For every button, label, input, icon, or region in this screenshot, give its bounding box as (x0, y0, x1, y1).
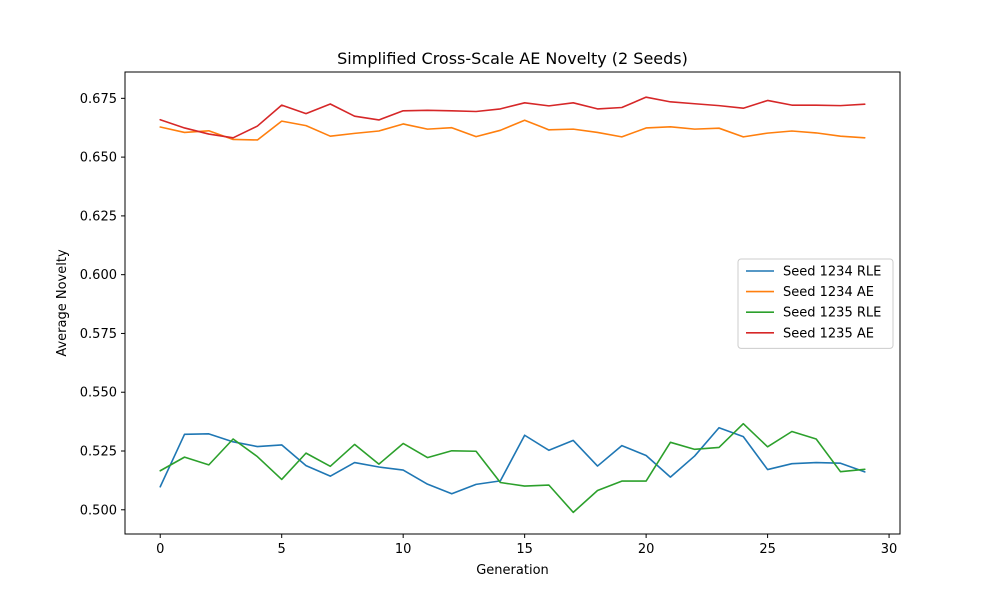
x-tick-label: 10 (395, 542, 412, 557)
legend-label: Seed 1234 AE (783, 285, 874, 300)
legend: Seed 1234 RLE Seed 1234 AE Seed 1235 RLE Se… (737, 258, 894, 349)
y-tick-label: 0.575 (80, 327, 117, 342)
plot-frame (124, 71, 901, 535)
x-tick-label: 30 (881, 542, 898, 557)
series-line-3 (159, 422, 866, 514)
y-axis-title: Average Novelty (55, 249, 70, 357)
axis-ticks: 0 5 10 15 20 25 30 0.500 0.525 0.550 0.575 0.600 0.6… (80, 92, 898, 557)
y-tick-label: 0.675 (80, 92, 117, 107)
legend-label: Seed 1235 AE (783, 326, 874, 341)
y-tick-label: 0.600 (80, 268, 117, 283)
y-tick-label: 0.525 (80, 445, 117, 460)
x-tick-label: 25 (759, 542, 776, 557)
x-tick-label: 0 (156, 542, 164, 557)
x-tick-label: 5 (278, 542, 286, 557)
legend-box (737, 258, 894, 349)
y-tick-label: 0.650 (80, 151, 117, 166)
x-axis-title: Generation (476, 563, 549, 578)
series-line-1 (159, 426, 866, 495)
chart-title: Simplified Cross-Scale AE Novelty (2 See… (337, 49, 688, 68)
series-lines (159, 96, 866, 514)
y-tick-label: 0.625 (80, 209, 117, 224)
legend-label: Seed 1235 RLE (783, 306, 881, 321)
y-tick-label: 0.550 (80, 386, 117, 401)
legend-label: Seed 1234 RLE (783, 265, 881, 280)
series-line-2 (159, 119, 866, 141)
y-tick-label: 0.500 (80, 503, 117, 518)
x-tick-label: 15 (516, 542, 533, 557)
series-line-4 (159, 96, 866, 139)
x-tick-label: 20 (638, 542, 655, 557)
